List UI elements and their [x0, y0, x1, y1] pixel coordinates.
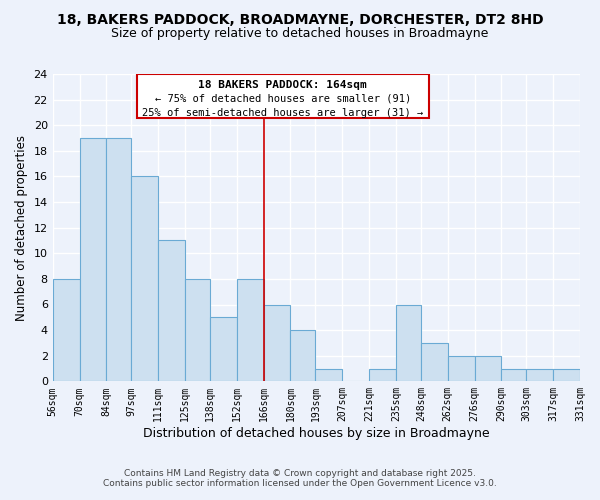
X-axis label: Distribution of detached houses by size in Broadmayne: Distribution of detached houses by size …: [143, 427, 490, 440]
Text: 18 BAKERS PADDOCK: 164sqm: 18 BAKERS PADDOCK: 164sqm: [199, 80, 367, 90]
Bar: [396, 304, 421, 382]
Bar: [131, 176, 158, 382]
Text: Size of property relative to detached houses in Broadmayne: Size of property relative to detached ho…: [112, 28, 488, 40]
Text: Contains HM Land Registry data © Crown copyright and database right 2025.: Contains HM Land Registry data © Crown c…: [124, 468, 476, 477]
Bar: [185, 279, 210, 382]
Bar: [158, 240, 185, 382]
Bar: [53, 279, 80, 382]
Text: 25% of semi-detached houses are larger (31) →: 25% of semi-detached houses are larger (…: [142, 108, 424, 118]
Bar: [369, 368, 396, 382]
Bar: [290, 330, 316, 382]
Y-axis label: Number of detached properties: Number of detached properties: [15, 134, 28, 320]
Bar: [553, 368, 580, 382]
Bar: [237, 279, 263, 382]
Bar: [316, 368, 342, 382]
Text: Contains public sector information licensed under the Open Government Licence v3: Contains public sector information licen…: [103, 478, 497, 488]
Bar: [137, 74, 428, 118]
Bar: [263, 304, 290, 382]
Text: 18, BAKERS PADDOCK, BROADMAYNE, DORCHESTER, DT2 8HD: 18, BAKERS PADDOCK, BROADMAYNE, DORCHEST…: [56, 12, 544, 26]
Bar: [526, 368, 553, 382]
Bar: [448, 356, 475, 382]
Bar: [106, 138, 131, 382]
Bar: [502, 368, 526, 382]
Bar: [80, 138, 106, 382]
Text: ← 75% of detached houses are smaller (91): ← 75% of detached houses are smaller (91…: [155, 94, 411, 104]
Bar: [210, 318, 237, 382]
Bar: [421, 343, 448, 382]
Bar: [475, 356, 502, 382]
